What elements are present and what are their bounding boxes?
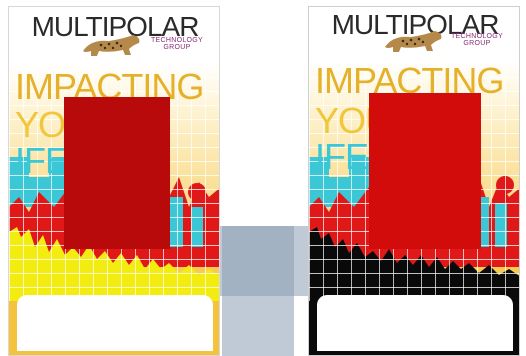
slogan-line-3: IFE bbox=[315, 136, 369, 177]
jaguar-logo-icon bbox=[385, 31, 442, 52]
name-card-slot bbox=[17, 295, 213, 351]
brand-subtitle: TECHNOLOGY GROUP bbox=[450, 33, 503, 47]
background-watermark-stem bbox=[222, 226, 294, 356]
slogan-line-3: IFE bbox=[15, 140, 69, 181]
slogan-line-1: IMPACTING bbox=[315, 60, 504, 101]
photo-placeholder bbox=[369, 93, 481, 249]
id-card-front-right: MULTIPOLAR TECHNOLOGY GROUP IMPACTING YO… bbox=[308, 6, 520, 356]
jaguar-logo-icon bbox=[83, 35, 140, 56]
brand-subtitle: TECHNOLOGY GROUP bbox=[150, 37, 203, 51]
brand-name: MULTIPOLAR bbox=[31, 11, 200, 42]
brand-name: MULTIPOLAR bbox=[331, 9, 500, 40]
id-card-front-left: MULTIPOLAR TECHNOLOGY GROUP IMPACTING YO… bbox=[8, 6, 220, 356]
name-card-slot bbox=[317, 295, 513, 351]
photo-placeholder bbox=[64, 97, 170, 249]
